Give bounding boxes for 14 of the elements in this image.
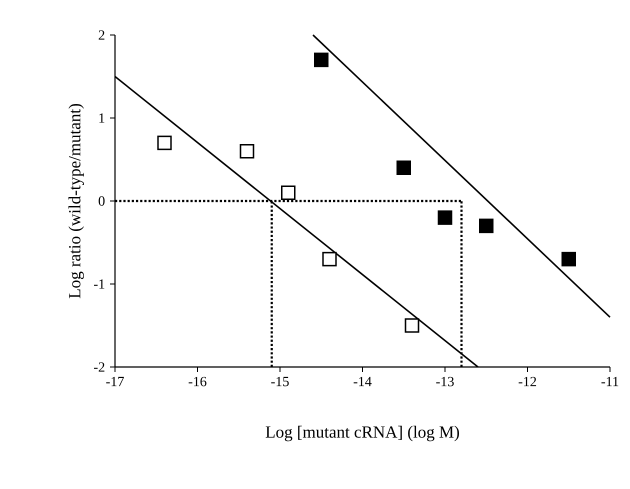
y-axis-title: Log ratio (wild-type/mutant) <box>68 104 84 298</box>
y-tick-label: -1 <box>94 279 104 289</box>
y-tick-label: 0 <box>98 196 105 206</box>
x-tick-label: -11 <box>601 376 618 386</box>
y-tick-label: 1 <box>99 113 104 123</box>
x-axis-title: Log [mutant cRNA] (log M) <box>266 426 460 442</box>
x-tick-label: -14 <box>354 376 372 386</box>
x-tick-label: -17 <box>106 376 124 386</box>
y-tick-label: -2 <box>94 362 104 372</box>
x-tick-label: -13 <box>436 376 454 386</box>
x-tick-label: -16 <box>188 376 206 386</box>
x-tick-label: -15 <box>271 376 289 386</box>
y-tick-label: 2 <box>98 30 104 40</box>
x-tick-label: -12 <box>518 376 536 386</box>
